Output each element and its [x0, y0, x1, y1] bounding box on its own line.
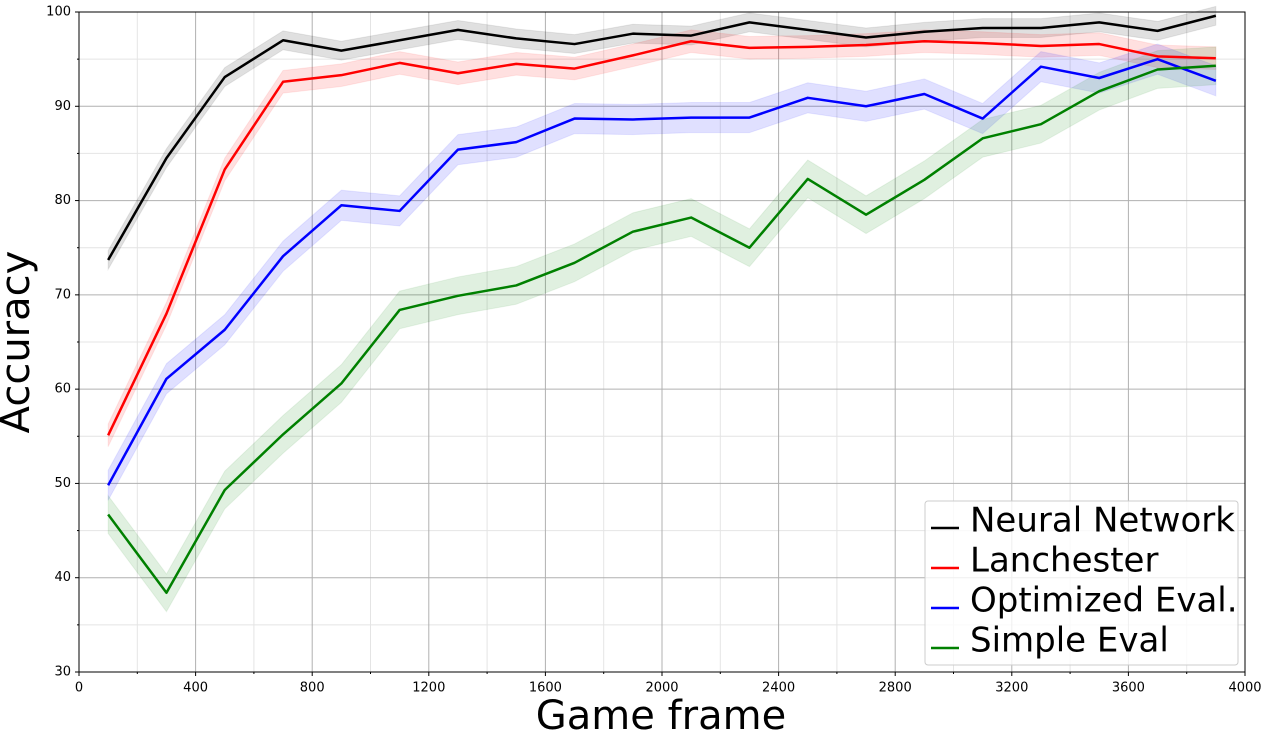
x-tick-label: 800 — [300, 681, 325, 696]
line — [107, 64, 1216, 595]
y-tick-label: 40 — [54, 570, 71, 585]
legend-label: Optimized Eval. — [970, 581, 1238, 621]
y-tick-label: 80 — [54, 193, 71, 208]
y-tick-label: 100 — [46, 5, 71, 20]
x-tick-label: 2800 — [879, 681, 912, 696]
y-axis-label: Accuracy — [0, 251, 39, 434]
y-tick-label: 60 — [54, 382, 71, 397]
x-tick-label: 2400 — [762, 681, 795, 696]
line — [107, 57, 1217, 486]
x-tick-label: 400 — [183, 681, 208, 696]
x-tick-label: 1600 — [529, 681, 562, 696]
x-tick-label: 0 — [75, 681, 83, 696]
error-band — [107, 29, 1217, 447]
legend-label: Simple Eval — [970, 621, 1169, 661]
x-tick-label: 1200 — [412, 681, 445, 696]
line — [107, 14, 1217, 261]
error-band — [107, 5, 1217, 272]
legend-label: Lanchester — [970, 541, 1158, 581]
line — [107, 39, 1216, 436]
y-tick-label: 90 — [54, 99, 71, 114]
x-tick-label: 4000 — [1228, 681, 1261, 696]
y-tick-label: 30 — [54, 665, 71, 680]
y-tick-label: 70 — [54, 287, 71, 302]
x-axis-label: Game frame — [536, 693, 786, 735]
plot-frame — [78, 11, 1246, 673]
x-tick-label: 3200 — [995, 681, 1028, 696]
legend-box — [924, 500, 1239, 666]
legend-label: Neural Network — [970, 501, 1235, 541]
x-tick-label: 2000 — [645, 681, 678, 696]
x-tick-label: 3600 — [1112, 681, 1145, 696]
y-tick-label: 50 — [54, 476, 71, 491]
error-band — [107, 46, 1217, 613]
